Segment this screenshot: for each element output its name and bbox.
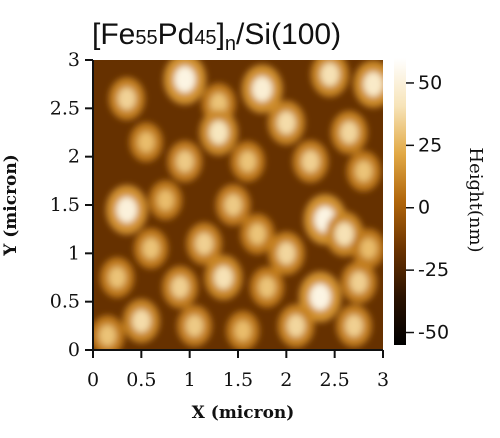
colorbar-tick-label: 0: [418, 197, 430, 219]
grain-peak: [277, 242, 296, 265]
colorbar-ticks: 50 25 0 -25 -50: [406, 72, 449, 344]
y-tick-label: 3: [68, 49, 80, 71]
y-axis-title: Y (micron): [1, 154, 21, 257]
grain-peak: [258, 276, 276, 298]
grain-peak: [185, 314, 204, 337]
grain-peak: [334, 222, 354, 246]
chart-title: [Fe55Pd45]n/Si(100): [92, 18, 341, 55]
grain-peak: [345, 314, 363, 337]
grain-peak: [360, 238, 377, 259]
x-tick-label: 3: [377, 369, 389, 391]
colorbar-title: Height(nm): [465, 147, 486, 252]
grain-peak: [157, 189, 174, 211]
grain-peak: [142, 237, 160, 260]
title-subscript: 45: [194, 27, 216, 49]
x-tick-label: 2: [280, 369, 292, 391]
title-part: [Fe: [92, 18, 135, 51]
grain-peak: [363, 71, 383, 97]
grain-peak: [214, 265, 233, 290]
grain-peak: [132, 309, 151, 333]
grain-peak: [99, 324, 116, 347]
grain-peak: [171, 276, 189, 299]
grain-peak: [224, 194, 242, 216]
x-tick-label: 2.5: [320, 369, 350, 391]
x-tick-label: 0.5: [126, 369, 156, 391]
afm-height-map: [93, 60, 383, 350]
grain-peak: [195, 232, 214, 255]
y-tick-label: 1.5: [50, 194, 80, 216]
y-ticks: 0 0.5 1 1.5 2 2.5 3: [50, 49, 93, 361]
colorbar-tick-label: 25: [418, 134, 442, 156]
y-tick-label: 1: [68, 242, 80, 264]
grain-peak: [277, 111, 296, 135]
grain-peak: [117, 87, 136, 110]
x-tick-label: 1.5: [223, 369, 253, 391]
grain-peak: [320, 62, 340, 87]
grain-peak: [116, 196, 138, 223]
title-part: Pd: [158, 18, 195, 51]
colorbar: [394, 58, 406, 345]
grain-peak: [239, 150, 257, 173]
x-tick-label: 1: [184, 369, 196, 391]
colorbar-tick-label: -25: [418, 259, 449, 281]
grain-peak: [210, 92, 228, 115]
y-tick-label: 2.5: [50, 97, 80, 119]
grain-peak: [234, 320, 252, 342]
colorbar-tick-label: 50: [418, 72, 442, 94]
y-tick-label: 0: [68, 339, 80, 361]
title-subscript: 55: [135, 27, 157, 49]
colorbar-tick-label: -50: [418, 322, 449, 344]
x-ticks: 0 0.5 1 1.5 2 2.5 3: [87, 350, 389, 391]
grain-peak: [355, 160, 373, 182]
title-subscript: n: [225, 33, 236, 55]
grain-layer: [93, 60, 383, 350]
grain-peak: [309, 283, 331, 311]
grain-peak: [340, 121, 359, 144]
grain-peak: [137, 131, 155, 153]
x-tick-label: 0: [87, 369, 99, 391]
grain-peak: [209, 120, 229, 145]
grain-peak: [251, 76, 273, 102]
grain-peak: [286, 314, 306, 338]
x-axis-title: X (micron): [192, 403, 295, 423]
title-part: /Si(100): [236, 18, 341, 51]
grain-peak: [174, 66, 196, 93]
y-tick-label: 2: [68, 146, 80, 168]
grain-peak: [301, 150, 320, 173]
grain-peak: [176, 150, 194, 173]
grain-peak: [248, 223, 266, 245]
title-part: ]: [217, 18, 225, 51]
y-tick-label: 0.5: [50, 291, 80, 313]
grain-peak: [349, 271, 368, 294]
grain-peak: [108, 266, 126, 289]
